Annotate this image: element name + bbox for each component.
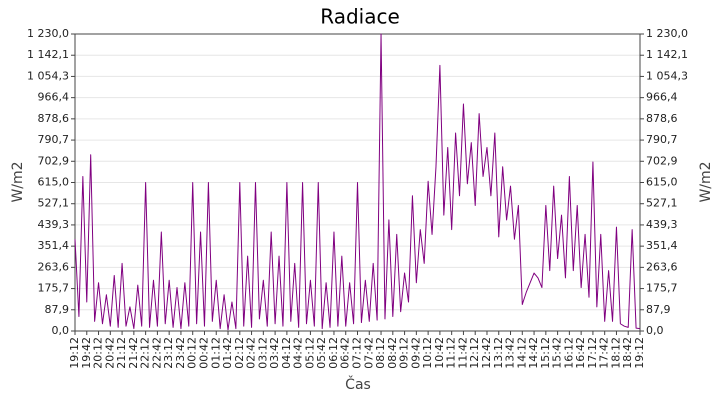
x-tick-label: 00:12 <box>186 337 199 369</box>
y2-tick-label: 87,9 <box>646 303 671 316</box>
y-tick-label: 175,7 <box>38 282 70 295</box>
x-tick-label: 09:12 <box>398 337 411 369</box>
y2-tick-label: 1 054,3 <box>646 69 688 82</box>
x-tick-label: 13:42 <box>504 337 517 369</box>
x-tick-label: 12:12 <box>468 337 481 369</box>
y-tick-label: 1 142,1 <box>27 48 69 61</box>
x-tick-label: 10:42 <box>433 337 446 369</box>
y-tick-label: 966,4 <box>38 91 70 104</box>
y2-tick-label: 263,6 <box>646 260 678 273</box>
y-tick-label: 0,0 <box>52 324 70 337</box>
chart-title: Radiace <box>320 5 400 29</box>
line <box>74 33 641 331</box>
x-tick-label: 15:42 <box>551 337 564 369</box>
y-tick-label: 439,3 <box>38 218 70 231</box>
x-tick-label: 23:42 <box>174 337 187 369</box>
x-tick-label: 01:12 <box>209 337 222 369</box>
x-tick-label: 11:42 <box>456 337 469 369</box>
x-tick-label: 11:12 <box>445 337 458 369</box>
x-tick-label: 04:42 <box>292 337 305 369</box>
x-tick-label: 06:42 <box>339 337 352 369</box>
x-tick-label: 13:12 <box>492 337 505 369</box>
y-tick-label: 615,0 <box>38 176 70 189</box>
x-tick-label: 15:12 <box>539 337 552 369</box>
y-tick-label: 527,1 <box>38 197 70 210</box>
y2-axis-label: W/m2 <box>698 161 714 202</box>
y2-tick-label: 790,7 <box>646 133 678 146</box>
x-tick-label: 02:12 <box>233 337 246 369</box>
y-tick-label: 351,4 <box>38 239 70 252</box>
x-tick-label: 03:12 <box>256 337 269 369</box>
y-tick-label: 1 054,3 <box>27 69 69 82</box>
x-tick-label: 19:12 <box>68 337 81 369</box>
x-tick-label: 01:42 <box>221 337 234 369</box>
x-tick-label: 00:42 <box>197 337 210 369</box>
y-tick-label: 702,9 <box>38 154 70 167</box>
x-tick-label: 08:12 <box>374 337 387 369</box>
x-tick-label: 05:12 <box>303 337 316 369</box>
y2-tick-label: 351,4 <box>646 239 678 252</box>
x-tick-label: 19:12 <box>633 337 646 369</box>
x-tick-label: 04:12 <box>280 337 293 369</box>
y2-tick-label: 1 142,1 <box>646 48 688 61</box>
x-tick-label: 12:42 <box>480 337 493 369</box>
y-tick-label: 263,6 <box>38 260 70 273</box>
x-tick-label: 16:42 <box>574 337 587 369</box>
x-tick-label: 10:12 <box>421 337 434 369</box>
y-tick-label: 790,7 <box>38 133 70 146</box>
y2-tick-label: 175,7 <box>646 282 678 295</box>
x-tick-label: 02:42 <box>245 337 258 369</box>
y2-tick-label: 439,3 <box>646 218 678 231</box>
x-tick-label: 20:42 <box>103 337 116 369</box>
x-tick-label: 08:42 <box>386 337 399 369</box>
x-tick-label: 16:12 <box>562 337 575 369</box>
y2-tick-label: 0,0 <box>646 324 664 337</box>
x-tick-label: 22:42 <box>150 337 163 369</box>
x-axis-label: Čas <box>345 375 371 393</box>
x-tick-label: 03:42 <box>268 337 281 369</box>
x-tick-label: 19:42 <box>80 337 93 369</box>
y2-tick-label: 878,6 <box>646 112 678 125</box>
x-tick-label: 14:42 <box>527 337 540 369</box>
x-tick-label: 05:42 <box>315 337 328 369</box>
x-tick-label: 06:12 <box>327 337 340 369</box>
x-tick-label: 21:42 <box>127 337 140 369</box>
x-tick-label: 20:12 <box>92 337 105 369</box>
x-tick-label: 09:42 <box>409 337 422 369</box>
y-axis-label: W/m2 <box>10 161 26 202</box>
y-tick-label: 87,9 <box>45 303 70 316</box>
y-tick-label: 1 230,0 <box>27 27 69 40</box>
x-tick-label: 17:12 <box>586 337 599 369</box>
y-tick-label: 878,6 <box>38 112 70 125</box>
x-tick-label: 22:12 <box>139 337 152 369</box>
plot-frame <box>74 33 641 332</box>
x-tick-label: 21:12 <box>115 337 128 369</box>
y2-tick-label: 966,4 <box>646 91 678 104</box>
y2-tick-label: 702,9 <box>646 154 678 167</box>
x-tick-label: 17:42 <box>598 337 611 369</box>
y2-tick-label: 1 230,0 <box>646 27 688 40</box>
x-tick-label: 18:42 <box>621 337 634 369</box>
x-tick-label: 07:42 <box>362 337 375 369</box>
x-tick-label: 23:12 <box>162 337 175 369</box>
x-tick-label: 18:12 <box>609 337 622 369</box>
y2-tick-label: 527,1 <box>646 197 678 210</box>
y2-tick-label: 615,0 <box>646 176 678 189</box>
x-tick-label: 07:12 <box>351 337 364 369</box>
x-tick-label: 14:12 <box>515 337 528 369</box>
